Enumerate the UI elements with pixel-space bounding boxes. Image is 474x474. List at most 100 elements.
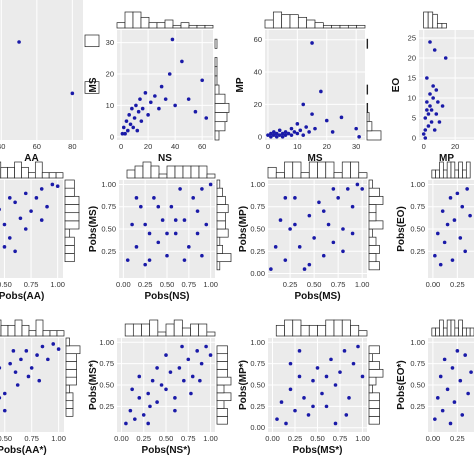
right-histogram-bar (216, 261, 221, 271)
top-histogram-bar (465, 327, 471, 337)
panel-r1c2: 0 20 40 60 0 10 20 30 NS MS (88, 11, 230, 164)
data-point (277, 128, 282, 133)
top-histogram-bar (21, 324, 30, 337)
top-histogram-bar (149, 319, 159, 337)
right-histogram-bar (64, 253, 75, 263)
data-point (169, 204, 174, 209)
y-tick-label: 1.00 (101, 180, 116, 189)
data-point (339, 115, 344, 120)
data-point (324, 118, 329, 123)
right-histogram-bar (216, 187, 223, 197)
data-point (269, 267, 273, 271)
data-point (23, 191, 28, 196)
data-point (146, 391, 150, 396)
data-point (344, 413, 349, 417)
data-point (301, 102, 306, 107)
top-histogram-bar (441, 23, 447, 29)
y-tick-label: 60 (254, 35, 262, 44)
y-tick-label: 0.25 (101, 247, 116, 256)
top-histogram-bar (297, 16, 308, 29)
top-histogram-bar (157, 331, 167, 337)
top-histogram-bar (42, 330, 51, 337)
data-point (23, 227, 28, 231)
top-histogram-bar (49, 330, 58, 337)
right-histogram-bar (366, 121, 373, 132)
data-point (436, 100, 440, 104)
data-point (130, 222, 134, 227)
x-tick-label: 0.25 (450, 434, 465, 443)
data-point (433, 417, 437, 421)
top-histogram-bar (350, 161, 360, 179)
plot-background (0, 0, 83, 140)
data-point (159, 84, 164, 89)
data-point (134, 103, 138, 108)
panel-r2c3: 0.25 0.50 0.75 1.00 0.00 0.25 0.50 0.75 1.00 Pobs… (238, 161, 384, 302)
right-histogram-bar (366, 84, 369, 95)
data-point (26, 374, 31, 379)
data-point (24, 349, 29, 353)
right-histogram-bar (368, 368, 384, 378)
data-point (136, 109, 141, 114)
top-histogram-bar (188, 24, 198, 29)
right-histogram-bar (214, 75, 218, 86)
right-histogram-bar (216, 353, 228, 362)
right-histogram-bar (368, 195, 384, 205)
data-point (442, 357, 447, 362)
data-point (277, 133, 282, 137)
y-tick-label: 0.75 (250, 359, 265, 368)
right-histogram-bar (368, 236, 377, 246)
right-histogram-bar (368, 253, 377, 263)
y-tick-label: 25 (408, 34, 416, 43)
data-point (466, 391, 470, 396)
data-point (8, 361, 12, 366)
data-point (0, 207, 1, 211)
data-point (167, 72, 172, 76)
right-histogram-bar (65, 400, 74, 409)
data-point (442, 240, 447, 245)
y-tick-label: 15 (408, 74, 416, 83)
top-histogram-bar (132, 323, 142, 337)
data-point (160, 218, 165, 222)
data-point (448, 196, 453, 200)
x-tick-label: 0.25 (283, 280, 298, 289)
data-point (37, 378, 42, 383)
data-point (275, 417, 279, 421)
right-histogram-bar (65, 376, 77, 386)
right-histogram-bar (65, 408, 74, 417)
data-point (452, 218, 457, 222)
data-point (355, 182, 360, 187)
top-histogram-bar (331, 24, 341, 29)
top-histogram-bar (300, 324, 310, 337)
plot-background (419, 30, 474, 140)
top-histogram-bar (356, 24, 366, 29)
x-tick-label: 0.00 (426, 280, 441, 289)
x-axis-title: AA (24, 153, 38, 164)
top-histogram-bar (134, 165, 144, 179)
data-point (152, 196, 156, 200)
data-point (440, 104, 445, 108)
x-tick-label: 0.25 (288, 434, 303, 443)
y-axis-title: MP (235, 77, 246, 92)
top-histogram-bar (442, 169, 448, 179)
top-histogram-bar (314, 22, 324, 29)
right-histogram-bar (214, 38, 218, 49)
data-point (51, 342, 56, 346)
right-histogram-bar (214, 102, 230, 113)
data-point (170, 37, 175, 42)
data-point (320, 391, 324, 396)
data-point (455, 349, 460, 353)
top-histogram-bar (198, 323, 208, 337)
right-histogram-bar (368, 415, 380, 425)
data-point (134, 245, 139, 249)
top-histogram-bar (140, 16, 150, 29)
right-histogram-bar (216, 244, 223, 254)
right-histogram-bar (214, 130, 220, 141)
data-point (139, 204, 143, 209)
top-histogram-bar (450, 319, 456, 337)
data-point (342, 349, 347, 353)
y-axis-title: EO (391, 78, 402, 93)
data-point (147, 231, 152, 236)
data-point (173, 218, 178, 222)
data-point (50, 182, 55, 187)
top-histogram-bar (206, 331, 216, 337)
